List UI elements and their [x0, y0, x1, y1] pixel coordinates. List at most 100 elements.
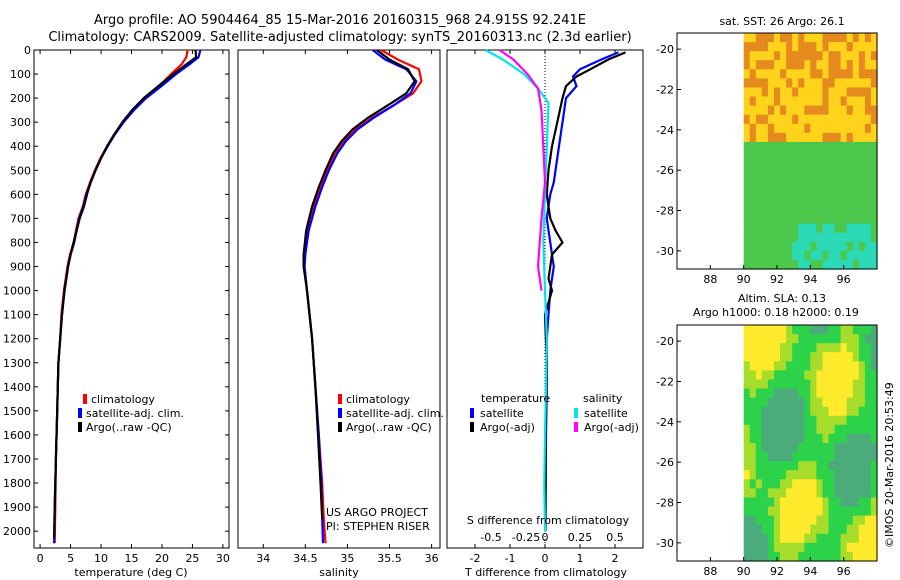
map-cell — [810, 352, 817, 362]
map-cell — [761, 105, 769, 116]
map-cell — [828, 51, 836, 61]
map-cell — [780, 214, 787, 225]
map-cell — [810, 187, 817, 197]
map-cell — [858, 259, 866, 270]
s-difference-label: S difference from climatology — [467, 514, 630, 527]
map-cell — [743, 352, 751, 362]
map-cell — [786, 334, 793, 344]
map-cell — [822, 506, 830, 517]
y-tick-label: 500 — [10, 164, 31, 177]
map-cell — [792, 415, 799, 426]
map-cell — [864, 232, 872, 243]
map-cell — [870, 205, 878, 216]
map-cell — [846, 542, 854, 553]
map-cell — [858, 488, 866, 499]
map-cell — [786, 51, 793, 61]
map-cell — [767, 33, 775, 43]
map-cell — [834, 78, 842, 89]
map-cell — [840, 250, 848, 261]
map-cell — [749, 205, 757, 216]
map-cell — [852, 415, 860, 426]
map-cell — [780, 479, 787, 489]
salinity-xlabel: salinity — [319, 566, 359, 579]
map-cell — [846, 415, 854, 426]
map-cell — [822, 397, 830, 408]
map-cell — [774, 388, 781, 399]
sla-map: 88 90 92 94 96 -20 -22 -24 -26 -28 -30 — [656, 324, 878, 578]
map-cell — [761, 205, 769, 216]
map-cell — [749, 506, 757, 517]
map-cell — [822, 488, 830, 499]
map-x-tick-label: 90 — [737, 565, 751, 578]
map-cell — [810, 325, 817, 335]
map-cell — [743, 515, 751, 526]
map-cell — [828, 497, 836, 508]
map-cell — [761, 241, 769, 252]
legend-marker-t-satellite — [470, 408, 474, 418]
map-cell — [816, 424, 824, 435]
map-cell — [786, 69, 793, 79]
map-cell — [798, 343, 805, 353]
map-cell — [786, 214, 793, 225]
map-cell — [828, 443, 836, 453]
map-cell — [743, 415, 751, 426]
map-cell — [743, 96, 751, 107]
map-cell — [792, 343, 799, 353]
map-cell — [761, 78, 769, 89]
map-cell — [749, 488, 757, 499]
map-cell — [798, 361, 805, 371]
map-cell — [870, 533, 878, 544]
map-cell — [749, 187, 757, 197]
map-cell — [864, 533, 872, 544]
map-cell — [804, 443, 811, 453]
map-cell — [804, 250, 811, 261]
map-cell — [749, 132, 757, 143]
map-cell — [828, 42, 836, 52]
map-cell — [749, 123, 757, 134]
map-cell — [749, 415, 757, 426]
map-cell — [810, 379, 817, 390]
map-cell — [852, 433, 860, 444]
map-cell — [743, 169, 751, 179]
map-cell — [828, 524, 836, 535]
y-tick-label: 1000 — [3, 285, 31, 298]
map-cell — [749, 497, 757, 508]
map-cell — [858, 433, 866, 444]
map-cell — [761, 169, 769, 179]
map-cell — [792, 78, 799, 89]
map-cell — [798, 470, 805, 480]
map-cell — [828, 178, 836, 188]
map-cell — [822, 151, 830, 161]
map-cell — [774, 96, 781, 107]
map-cell — [816, 443, 824, 453]
map-cell — [786, 132, 793, 143]
series-line-climatology — [303, 49, 423, 544]
map-cell — [852, 343, 860, 353]
map-cell — [858, 461, 866, 471]
map-cell — [786, 178, 793, 188]
map-cell — [786, 250, 793, 261]
map-cell — [792, 452, 799, 462]
map-cell — [749, 479, 757, 489]
map-cell — [743, 479, 751, 489]
map-y-tick-label: -22 — [656, 375, 674, 388]
map-cell — [810, 542, 817, 553]
map-cell — [858, 60, 866, 70]
map-cell — [749, 33, 757, 43]
map-cell — [743, 325, 751, 335]
map-cell — [840, 151, 848, 161]
map-cell — [749, 60, 757, 70]
map-cell — [822, 497, 830, 508]
map-cell — [786, 141, 793, 152]
map-cell — [834, 259, 842, 270]
map-cell — [822, 479, 830, 489]
map-cell — [870, 452, 878, 462]
map-cell — [852, 114, 860, 125]
map-cell — [780, 352, 787, 362]
legend-label-t-satellite: satellite — [480, 407, 524, 420]
map-cell — [798, 187, 805, 197]
map-cell — [761, 334, 769, 344]
map-cell — [780, 223, 787, 234]
map-cell — [822, 187, 830, 197]
map-cell — [780, 325, 787, 335]
